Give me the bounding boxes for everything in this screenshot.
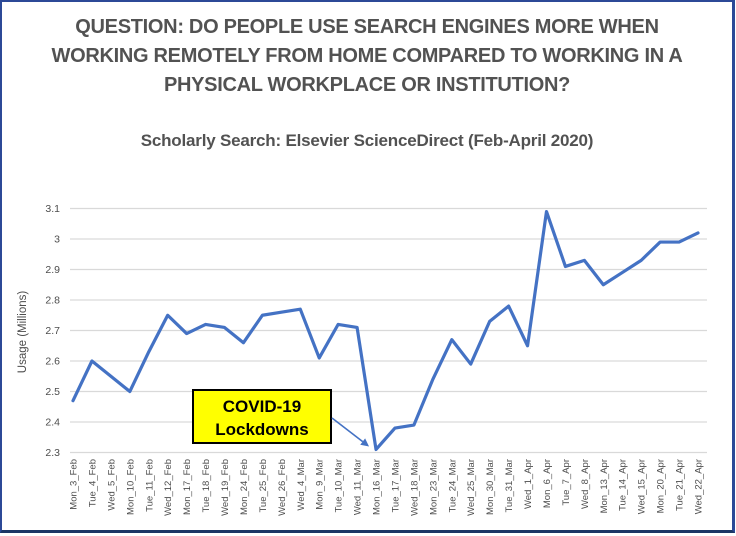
x-tick-label: Mon_6_Apr — [542, 459, 553, 508]
x-tick-label: Wed_25_Mar — [466, 459, 477, 516]
x-tick-label: Tue_14_Apr — [618, 459, 629, 511]
x-tick-label: Tue_24_Mar — [447, 459, 458, 513]
annotation-box — [192, 389, 332, 444]
x-tick-label: Wed_18_Mar — [409, 459, 420, 516]
x-tick-label: Mon_9_Mar — [315, 459, 326, 510]
x-tick-label: Mon_30_Mar — [485, 459, 496, 515]
x-tick-label: Wed_4_Mar — [296, 459, 307, 511]
y-axis-title: Usage (Millions) — [17, 291, 29, 374]
annotation-text-line2: Lockdowns — [215, 420, 309, 439]
x-tick-label: Wed_26_Feb — [277, 459, 288, 516]
x-tick-label: Mon_24_Feb — [239, 459, 250, 515]
x-tick-label: Tue_31_Mar — [504, 459, 515, 513]
x-tick-label: Wed_5_Feb — [106, 459, 117, 511]
y-tick-label: 2.6 — [45, 356, 60, 368]
annotation-arrow-line — [331, 417, 364, 443]
question-title-line1: QUESTION: DO PEOPLE USE SEARCH ENGINES M… — [75, 16, 659, 38]
annotation-text-line1: COVID-19 — [223, 397, 301, 416]
usage-line-series — [71, 209, 700, 452]
x-tick-label: Tue_25_Feb — [258, 459, 269, 513]
x-tick-label: Tue_21_Apr — [675, 459, 686, 511]
y-tick-label: 2.5 — [45, 386, 60, 398]
y-tick-label: 2.8 — [45, 295, 60, 307]
y-tick-label: 2.4 — [45, 417, 60, 429]
question-title: QUESTION: DO PEOPLE USE SEARCH ENGINES M… — [2, 13, 732, 100]
x-tick-label: Mon_13_Apr — [599, 459, 610, 513]
x-tick-label: Tue_10_Mar — [334, 459, 345, 513]
x-tick-label: Mon_10_Feb — [125, 459, 136, 515]
x-tick-label: Wed_11_Mar — [353, 459, 364, 515]
x-tick-label: Mon_17_Feb — [182, 459, 193, 515]
x-tick-label: Wed_12_Feb — [163, 459, 174, 516]
x-tick-label: Mon_23_Mar — [428, 459, 439, 515]
x-tick-label: Tue_4_Feb — [87, 459, 98, 507]
y-tick-label: 3.1 — [45, 203, 60, 215]
y-tick-label: 2.9 — [45, 264, 60, 276]
x-tick-label: Tue_18_Feb — [201, 459, 212, 513]
x-tick-label: Tue_11_Feb — [144, 459, 155, 512]
y-tick-label: 2.7 — [45, 325, 60, 337]
x-tick-label: Wed_19_Feb — [220, 459, 231, 516]
y-tick-label: 3 — [54, 234, 60, 246]
question-title-line3: PHYSICAL WORKPLACE OR INSTITUTION? — [163, 74, 571, 96]
x-tick-label: Mon_20_Apr — [656, 459, 667, 513]
x-tick-label: Wed_15_Apr — [637, 459, 648, 514]
y-tick-label: 2.3 — [45, 447, 60, 459]
x-tick-label: Wed_1_Apr — [523, 459, 534, 509]
x-tick-label: Tue_7_Apr — [561, 459, 572, 506]
x-tick-label: Mon_3_Feb — [69, 459, 80, 510]
question-title-line2: WORKING REMOTELY FROM HOME COMPARED TO W… — [51, 45, 683, 67]
chart-subtitle: Scholarly Search: Elsevier ScienceDirect… — [140, 131, 594, 150]
x-tick-label: Tue_17_Mar — [390, 459, 401, 513]
x-tick-label: Mon_16_Mar — [372, 459, 383, 515]
x-tick-label: Wed_22_Apr — [694, 459, 705, 514]
annotation-arrowhead — [360, 438, 370, 447]
x-tick-label: Wed_8_Apr — [580, 459, 591, 509]
